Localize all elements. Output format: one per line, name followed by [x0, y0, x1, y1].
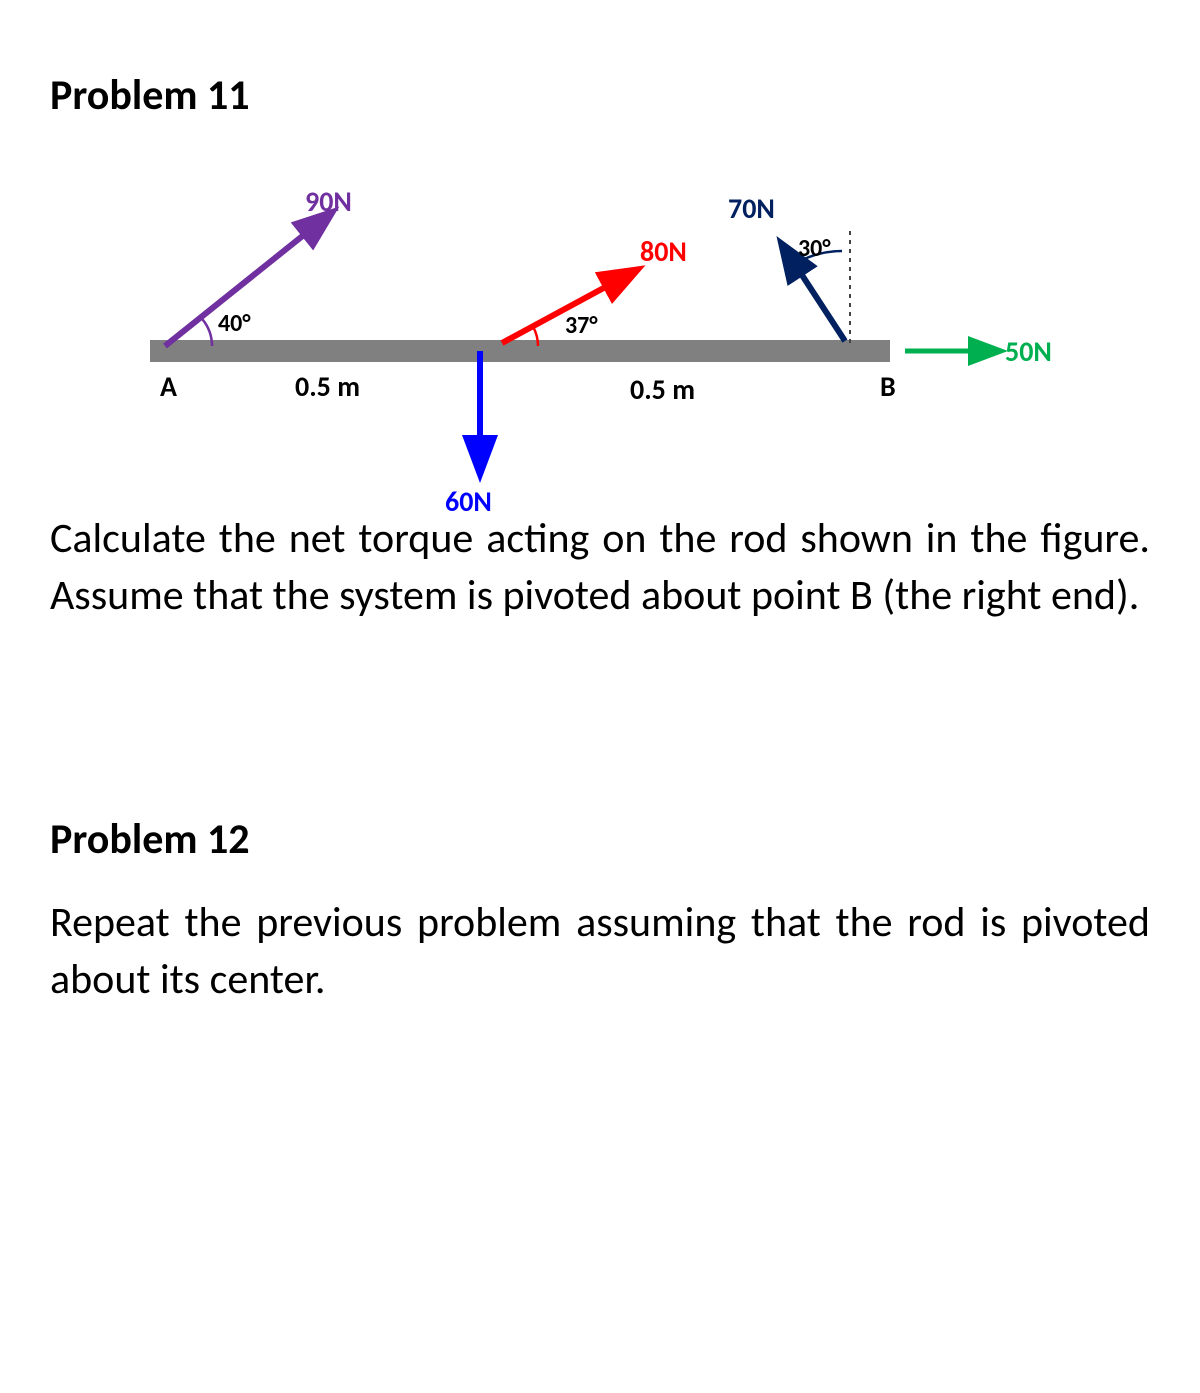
problem-12-text: Repeat the previous problem assuming tha… [50, 895, 1150, 1008]
svg-text:37°: 37° [565, 311, 598, 340]
svg-text:40°: 40° [218, 309, 251, 338]
svg-text:B: B [880, 369, 896, 404]
svg-text:70N: 70N [728, 191, 775, 226]
svg-text:A: A [160, 369, 177, 404]
problem-11-title: Problem 11 [50, 70, 1150, 121]
svg-text:80N: 80N [640, 234, 687, 269]
svg-text:90N: 90N [305, 184, 352, 219]
svg-text:0.5 m: 0.5 m [630, 372, 695, 407]
problem-11-text: Calculate the net torque acting on the r… [50, 511, 1150, 624]
force-diagram: AB0.5 m0.5 m40°37°30°90N80N70N50N60N [50, 151, 1150, 501]
svg-text:30°: 30° [798, 234, 831, 263]
svg-text:60N: 60N [445, 484, 492, 519]
problem-12-title: Problem 12 [50, 814, 1150, 865]
spacer [50, 664, 1150, 814]
svg-text:0.5 m: 0.5 m [295, 369, 360, 404]
svg-text:50N: 50N [1005, 334, 1052, 369]
